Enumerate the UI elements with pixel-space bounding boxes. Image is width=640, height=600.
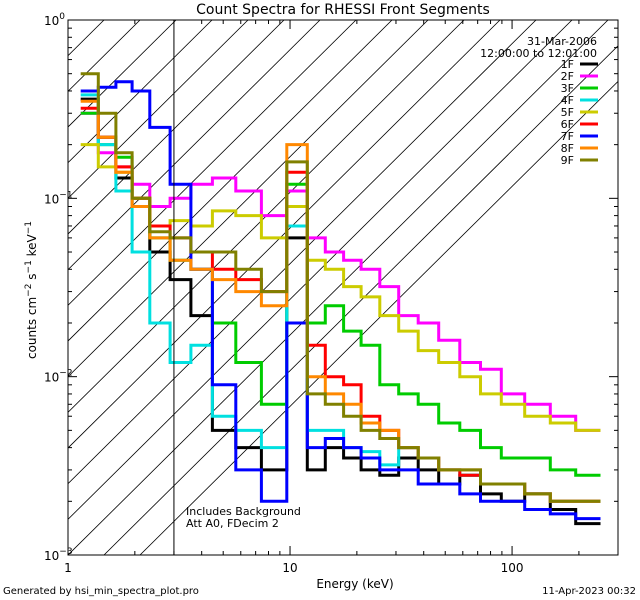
x-tick-label: 1 (64, 561, 72, 575)
hatch-line (68, 20, 609, 555)
legend-label-4f: 4F (561, 94, 574, 107)
y-label-exp-kev: −1 (24, 221, 34, 234)
series-4f-line (80, 93, 601, 503)
date-label: 31-Mar-2006 (527, 35, 597, 48)
hatch-line (68, 20, 249, 199)
hatch-line (68, 20, 393, 342)
legend-label-6f: 6F (561, 118, 574, 131)
series-1f-line (80, 97, 601, 526)
series-7f-line (80, 80, 601, 521)
y-tick-label: 10−2 (44, 369, 73, 385)
hatch-line (68, 20, 69, 21)
hatch-line (68, 20, 213, 164)
axis-ticks: 1 10 100 10−3 10−2 10−1 100 (44, 12, 619, 575)
legend-label-2f: 2F (561, 70, 574, 83)
hatch-line (68, 20, 285, 235)
y-label-mid: s (25, 273, 39, 283)
y-axis-label: counts cm−2 s−1 keV−1 (24, 221, 39, 359)
series-2f-line (80, 111, 601, 432)
hatch-line (103, 45, 618, 555)
series-9f-line (80, 72, 601, 503)
legend-label-8f: 8F (561, 142, 574, 155)
x-tick-label: 100 (501, 561, 524, 575)
hatch-line (68, 20, 429, 378)
series-3f-line (80, 111, 601, 477)
legend-label-9f: 9F (561, 154, 574, 167)
y-label-exp-cm: −2 (24, 284, 34, 297)
legend-label-5f: 5F (561, 106, 574, 119)
series-5f-line (80, 143, 601, 432)
hatch-line (68, 20, 501, 449)
y-label-exp-s: −1 (24, 260, 34, 273)
hatch-line (68, 20, 141, 92)
time-range-label: 12:00:00 to 12:01:00 (480, 47, 597, 60)
hatch-line (68, 20, 465, 413)
y-tick-label: 10−1 (44, 190, 73, 206)
y-label-base: counts cm (25, 297, 39, 359)
y-label-tail: keV (25, 233, 39, 260)
series-layer (80, 72, 601, 526)
legend-label-7f: 7F (561, 130, 574, 143)
annotation-attenuator: Att A0, FDecim 2 (186, 517, 279, 530)
y-tick-label: 10−3 (44, 547, 73, 563)
hatch-line (68, 20, 357, 306)
annotation-background: Includes Background (186, 505, 301, 518)
hatch-line (68, 20, 321, 271)
hatch-line (68, 20, 573, 520)
x-tick-label: 10 (282, 561, 297, 575)
series-8f-line (80, 99, 601, 503)
y-tick-label: 100 (44, 12, 65, 28)
hatch-line (68, 20, 537, 485)
footer-timestamp: 11-Apr-2023 00:32 (542, 586, 636, 597)
chart-title: Count Spectra for RHESSI Front Segments (196, 2, 490, 18)
plot-frame (67, 19, 619, 556)
legend-label-3f: 3F (561, 82, 574, 95)
x-axis-label: Energy (keV) (316, 577, 393, 591)
footer-generated-by: Generated by hsi_min_spectra_plot.pro (3, 586, 199, 597)
hatch-line (139, 80, 618, 555)
legend-label-1f: 1F (561, 58, 574, 71)
hatched-region (68, 20, 618, 555)
